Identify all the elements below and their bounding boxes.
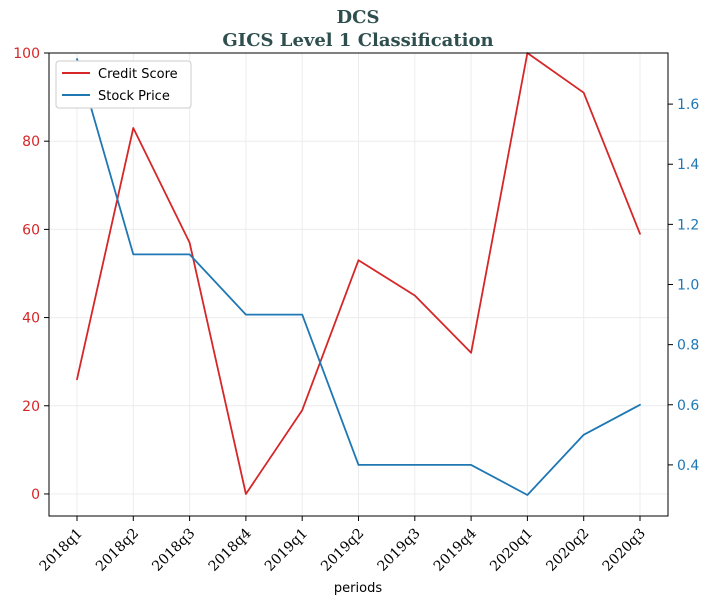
x-tick-label: 2020q3: [600, 526, 649, 575]
x-tick-label: 2018q1: [37, 526, 86, 575]
x-tick-label: 2020q1: [487, 526, 536, 575]
x-tick-label: 2019q1: [262, 526, 311, 575]
series-line-credit-score: [76, 52, 641, 495]
left-tick-label: 60: [22, 222, 40, 238]
right-tick-label: 1.0: [677, 278, 699, 294]
right-axis: 0.4 0.6 0.8 1.0 1.2 1.4 1.6: [668, 97, 699, 474]
legend-label-credit-score: Credit Score: [98, 67, 178, 82]
x-axis-label: periods: [334, 581, 382, 596]
grid: [49, 52, 668, 516]
chart-title: DCS: [337, 7, 380, 28]
left-axis: 0 20 40 60 80 100: [13, 46, 49, 503]
right-tick-label: 1.2: [677, 217, 699, 233]
left-tick-label: 0: [31, 487, 40, 503]
x-tick-label: 2018q2: [93, 526, 142, 575]
right-tick-label: 0.8: [677, 338, 699, 354]
series-lines: [76, 52, 641, 496]
left-tick-label: 20: [22, 399, 40, 415]
legend: Credit Score Stock Price: [55, 60, 192, 109]
left-tick-label: 40: [22, 311, 40, 327]
x-axis: 2018q1 2018q2 2018q3 2018q4 2019q1 2019q2 2019…: [37, 516, 649, 575]
right-tick-label: 1.6: [677, 97, 699, 113]
chart-subtitle: GICS Level 1 Classification: [222, 30, 493, 51]
series-line-stock-price: [76, 58, 641, 496]
x-tick-label: 2019q4: [431, 525, 480, 574]
right-tick-label: 0.6: [677, 398, 699, 414]
right-tick-label: 1.4: [677, 157, 699, 173]
x-tick-label: 2019q3: [374, 526, 423, 575]
x-tick-label: 2018q4: [206, 525, 255, 574]
left-tick-label: 80: [22, 134, 40, 150]
x-tick-label: 2019q2: [318, 526, 367, 575]
x-tick-label: 2020q2: [543, 526, 592, 575]
legend-label-stock-price: Stock Price: [98, 89, 170, 104]
x-tick-label: 2018q3: [149, 526, 198, 575]
left-tick-label: 100: [13, 46, 40, 62]
right-tick-label: 0.4: [677, 458, 699, 474]
